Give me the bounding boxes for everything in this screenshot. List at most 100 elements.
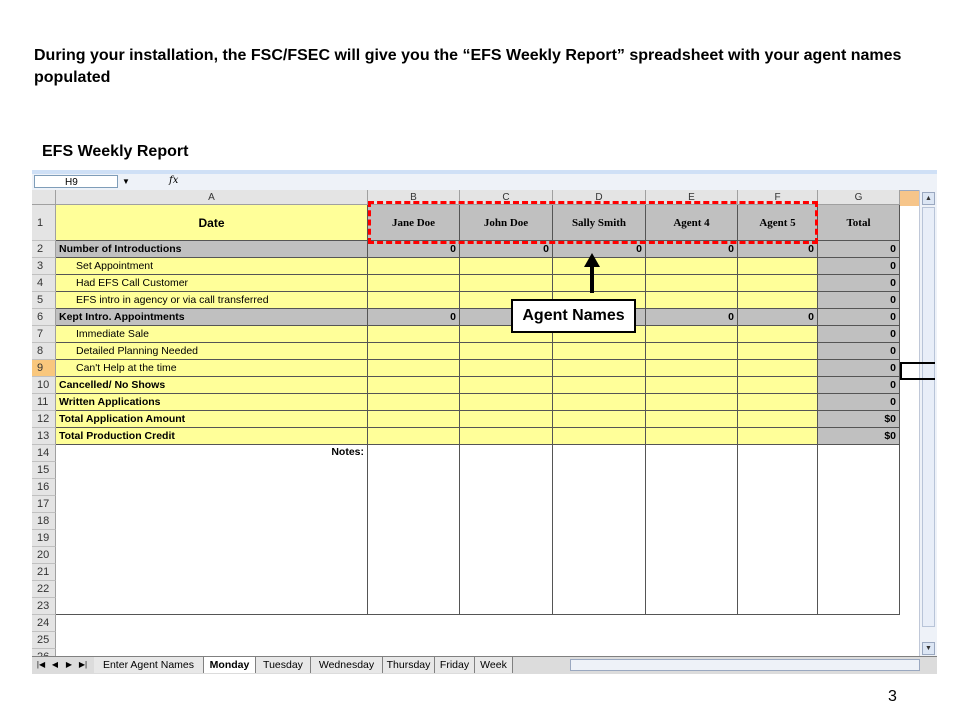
sheet-tab-wednesday[interactable]: Wednesday [311,657,383,673]
row-header[interactable]: 12 [32,411,56,428]
total-value-cell[interactable]: 0 [818,343,900,360]
agent-value-cell[interactable] [460,428,553,445]
notes-label-cell[interactable]: Notes: [56,445,368,615]
agent-value-cell[interactable] [368,292,460,309]
agent-value-cell[interactable] [553,360,646,377]
agent-value-cell[interactable]: 0 [738,309,818,326]
row-label-cell[interactable]: EFS intro in agency or via call transfer… [56,292,368,309]
sheet-tab-thursday[interactable]: Thursday [383,657,435,673]
row-label-cell[interactable]: Had EFS Call Customer [56,275,368,292]
agent-name-cell[interactable]: Agent 4 [646,205,738,241]
agent-value-cell[interactable]: 0 [368,309,460,326]
row-label-cell[interactable]: Cancelled/ No Shows [56,377,368,394]
row-label-cell[interactable]: Total Production Credit [56,428,368,445]
notes-cell[interactable] [818,445,900,615]
agent-value-cell[interactable] [738,292,818,309]
agent-value-cell[interactable] [460,411,553,428]
row-header[interactable]: 2 [32,241,56,258]
notes-cell[interactable] [368,445,460,615]
row-label-cell[interactable]: Written Applications [56,394,368,411]
row-header[interactable]: 7 [32,326,56,343]
agent-value-cell[interactable] [646,326,738,343]
agent-value-cell[interactable] [368,428,460,445]
sheet-tab-week[interactable]: Week [475,657,513,673]
row-header[interactable]: 8 [32,343,56,360]
agent-value-cell[interactable] [738,411,818,428]
sheet-tab-monday[interactable]: Monday [204,657,256,673]
notes-cell[interactable] [646,445,738,615]
row-header[interactable]: 15 [32,462,56,479]
row-label-cell[interactable]: Detailed Planning Needed [56,343,368,360]
row-label-cell[interactable]: Can't Help at the time [56,360,368,377]
agent-value-cell[interactable] [368,377,460,394]
column-header-g[interactable]: G [818,190,900,205]
row-header[interactable]: 16 [32,479,56,496]
row-header[interactable]: 24 [32,615,56,632]
row-header[interactable]: 3 [32,258,56,275]
row-header[interactable]: 5 [32,292,56,309]
total-value-cell[interactable]: $0 [818,428,900,445]
row-header[interactable]: 25 [32,632,56,649]
agent-value-cell[interactable]: 0 [460,241,553,258]
total-value-cell[interactable]: 0 [818,360,900,377]
agent-value-cell[interactable] [646,275,738,292]
notes-cell[interactable] [460,445,553,615]
agent-value-cell[interactable] [738,360,818,377]
row-label-cell[interactable]: Immediate Sale [56,326,368,343]
total-value-cell[interactable]: 0 [818,275,900,292]
agent-value-cell[interactable] [553,343,646,360]
row-header[interactable]: 13 [32,428,56,445]
agent-value-cell[interactable] [738,394,818,411]
row-label-cell[interactable]: Total Application Amount [56,411,368,428]
row-header[interactable]: 6 [32,309,56,326]
row-header[interactable]: 1 [32,205,56,241]
agent-value-cell[interactable] [738,377,818,394]
fx-icon[interactable]: fx [169,175,179,186]
prev-sheet-icon[interactable]: ◀ [51,660,59,669]
agent-value-cell[interactable] [646,377,738,394]
agent-value-cell[interactable] [738,275,818,292]
agent-value-cell[interactable] [553,411,646,428]
agent-value-cell[interactable]: 0 [646,309,738,326]
row-label-cell[interactable]: Set Appointment [56,258,368,275]
agent-value-cell[interactable] [460,275,553,292]
agent-value-cell[interactable] [738,258,818,275]
row-header[interactable]: 4 [32,275,56,292]
agent-value-cell[interactable] [368,326,460,343]
row-header[interactable]: 11 [32,394,56,411]
vertical-scrollbar[interactable]: ▲ ▼ [919,190,937,659]
row-header[interactable]: 14 [32,445,56,462]
total-value-cell[interactable]: 0 [818,394,900,411]
agent-value-cell[interactable] [646,411,738,428]
next-sheet-icon[interactable]: ▶ [65,660,73,669]
notes-cell[interactable] [738,445,818,615]
scroll-thumb[interactable] [922,207,935,627]
row-header[interactable]: 21 [32,564,56,581]
total-value-cell[interactable]: 0 [818,377,900,394]
agent-value-cell[interactable] [553,377,646,394]
sheet-tab-tuesday[interactable]: Tuesday [256,657,311,673]
sheet-tab-friday[interactable]: Friday [435,657,475,673]
select-all-button[interactable] [32,190,56,205]
agent-name-cell[interactable]: Sally Smith [553,205,646,241]
total-value-cell[interactable]: 0 [818,241,900,258]
total-value-cell[interactable]: $0 [818,411,900,428]
agent-value-cell[interactable] [368,275,460,292]
last-sheet-icon[interactable]: ▶| [78,660,88,669]
total-header-cell[interactable]: Total [818,205,900,241]
scroll-up-icon[interactable]: ▲ [922,192,935,205]
notes-cell[interactable] [553,445,646,615]
row-header[interactable]: 9 [32,360,56,377]
agent-value-cell[interactable]: 0 [368,241,460,258]
agent-value-cell[interactable] [368,258,460,275]
agent-value-cell[interactable] [460,360,553,377]
agent-value-cell[interactable] [738,326,818,343]
agent-value-cell[interactable] [646,360,738,377]
total-value-cell[interactable]: 0 [818,258,900,275]
agent-value-cell[interactable] [368,411,460,428]
agent-name-cell[interactable]: Agent 5 [738,205,818,241]
row-label-cell[interactable]: Number of Introductions [56,241,368,258]
agent-value-cell[interactable] [646,394,738,411]
agent-value-cell[interactable] [553,394,646,411]
agent-name-cell[interactable]: John Doe [460,205,553,241]
